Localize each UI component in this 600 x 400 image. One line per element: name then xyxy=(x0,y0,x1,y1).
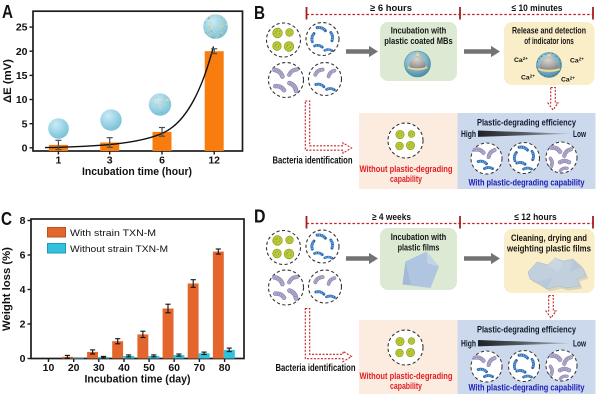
svg-text:D: D xyxy=(254,206,266,227)
svg-text:A: A xyxy=(2,1,13,22)
svg-text:capability: capability xyxy=(390,174,422,184)
svg-text:plastic films: plastic films xyxy=(398,243,440,253)
svg-text:4: 4 xyxy=(20,284,26,296)
svg-text:10: 10 xyxy=(43,362,55,374)
svg-text:Incubation time (day): Incubation time (day) xyxy=(85,374,191,386)
svg-text:70: 70 xyxy=(194,362,206,374)
svg-text:Release and detection: Release and detection xyxy=(512,26,586,36)
svg-text:0: 0 xyxy=(22,142,28,154)
svg-text:2: 2 xyxy=(20,319,26,331)
svg-text:capability: capability xyxy=(390,381,422,391)
svg-text:Bacteria identification: Bacteria identification xyxy=(273,156,353,167)
svg-text:Weight loss (%): Weight loss (%) xyxy=(1,247,13,331)
svg-text:30: 30 xyxy=(93,362,105,374)
svg-text:Without strain TXN-M: Without strain TXN-M xyxy=(70,244,168,254)
svg-text:High: High xyxy=(461,338,476,348)
svg-text:Ca2+: Ca2+ xyxy=(514,56,528,64)
svg-text:≥ 6 hours: ≥ 6 hours xyxy=(370,3,412,14)
svg-text:Cleaning, drying and: Cleaning, drying and xyxy=(511,233,587,243)
svg-text:Ca2+: Ca2+ xyxy=(521,74,535,82)
svg-text:5: 5 xyxy=(22,118,28,130)
svg-text:Incubation with: Incubation with xyxy=(391,232,447,242)
svg-text:B: B xyxy=(254,2,265,23)
svg-text:≤ 10 minutes: ≤ 10 minutes xyxy=(512,3,563,14)
svg-text:Incubation time (hour): Incubation time (hour) xyxy=(82,166,192,178)
svg-text:≥ 4 weeks: ≥ 4 weeks xyxy=(372,212,411,223)
svg-text:20: 20 xyxy=(68,362,80,374)
svg-text:Incubation with: Incubation with xyxy=(391,26,447,36)
svg-text:0: 0 xyxy=(20,353,26,365)
svg-text:With strain TXN-M: With strain TXN-M xyxy=(70,228,156,238)
svg-text:8: 8 xyxy=(20,215,26,227)
svg-text:6: 6 xyxy=(159,155,165,167)
svg-text:40: 40 xyxy=(118,362,130,374)
svg-text:weighting plastic films: weighting plastic films xyxy=(506,244,591,254)
svg-text:60: 60 xyxy=(168,362,180,374)
svg-text:of indicator ions: of indicator ions xyxy=(524,36,574,46)
svg-text:ΔE (mV): ΔE (mV) xyxy=(2,59,14,103)
svg-text:3: 3 xyxy=(107,155,113,167)
svg-text:6: 6 xyxy=(20,250,26,262)
svg-text:50: 50 xyxy=(143,362,155,374)
svg-text:Low: Low xyxy=(573,338,586,348)
svg-text:25: 25 xyxy=(16,22,28,34)
svg-text:Without plastic-degrading: Without plastic-degrading xyxy=(360,164,453,174)
svg-text:Without plastic-degrading: Without plastic-degrading xyxy=(360,371,453,381)
svg-text:20: 20 xyxy=(16,46,28,58)
svg-text:Plastic-degrading efficiency: Plastic-degrading efficiency xyxy=(477,325,576,335)
svg-text:10: 10 xyxy=(16,94,28,106)
svg-text:80: 80 xyxy=(219,362,231,374)
svg-text:12: 12 xyxy=(208,155,220,167)
svg-text:With plastic-degrading capabil: With plastic-degrading capability xyxy=(469,178,585,188)
svg-text:Ca2+: Ca2+ xyxy=(561,76,575,84)
svg-text:Low: Low xyxy=(573,129,586,139)
svg-text:With plastic-degrading capabil: With plastic-degrading capability xyxy=(469,383,585,393)
svg-text:≤ 12 hours: ≤ 12 hours xyxy=(514,212,557,223)
svg-text:15: 15 xyxy=(16,70,28,82)
svg-text:plastic coated MBs: plastic coated MBs xyxy=(384,36,452,46)
svg-text:Ca2+: Ca2+ xyxy=(570,57,584,65)
svg-text:C: C xyxy=(1,208,12,229)
svg-text:Bacteria identification: Bacteria identification xyxy=(276,363,356,374)
svg-text:High: High xyxy=(461,129,476,139)
svg-text:1: 1 xyxy=(55,155,61,167)
svg-text:Plastic-degrading efficiency: Plastic-degrading efficiency xyxy=(477,118,576,128)
